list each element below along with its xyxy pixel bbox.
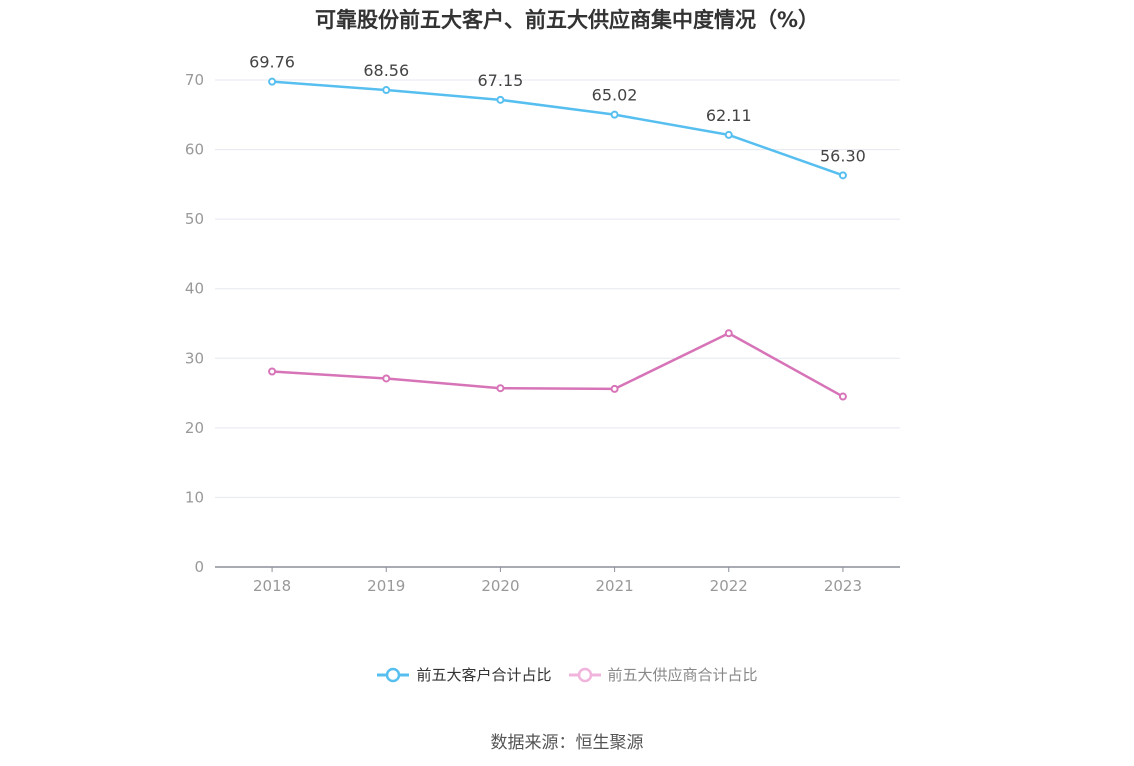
data-label: 56.30 [820,146,866,165]
y-tick-label: 50 [185,210,204,228]
legend-marker-icon [377,667,410,682]
y-tick-label: 70 [185,71,204,89]
x-tick-label: 2019 [367,577,405,595]
data-point [382,86,391,95]
y-tick-label: 20 [185,419,204,437]
x-tick-label: 2021 [595,577,633,595]
legend: 前五大客户合计占比 前五大供应商合计占比 [0,664,1134,685]
legend-label: 前五大客户合计占比 [416,666,552,684]
series-1 [268,77,847,180]
y-tick-label: 40 [185,280,204,298]
series-line [272,331,844,398]
data-label: 69.76 [249,53,295,72]
series-line [271,80,844,177]
grid-lines [215,79,900,498]
x-tick-label: 2018 [253,577,291,595]
series [268,77,847,401]
legend-item-2[interactable]: 前五大供应商合计占比 [568,664,758,685]
legend-item-1[interactable]: 前五大客户合计占比 [376,664,552,685]
data-label: 67.15 [478,71,524,90]
data-label: 65.02 [592,86,638,105]
data-point [268,367,277,376]
data-point [838,392,847,401]
y-tick-label: 30 [185,349,204,367]
x-tick-label: 2020 [481,577,519,595]
data-point [724,329,733,338]
data-point [496,95,505,104]
data-point [382,374,391,383]
x-tick-label: 2023 [824,577,862,595]
legend-label: 前五大供应商合计占比 [607,666,758,684]
data-point [724,130,733,139]
series-2 [268,329,847,401]
data-point [496,384,505,393]
chart-title: 可靠股份前五大客户、前五大供应商集中度情况（%） [314,8,820,32]
data-point [610,384,619,393]
y-tick-label: 10 [185,488,204,506]
x-tick-label: 2022 [710,577,748,595]
axes: 0 10 20 30 40 50 60 70 2018 2019 2020 2021 2022 2023 [185,71,900,595]
data-point [268,77,277,86]
source-note: 数据来源：恒生聚源 [490,733,644,753]
data-point [838,171,847,180]
data-label: 62.11 [706,106,752,125]
data-point [610,110,619,119]
data-labels: 69.76 68.56 67.15 65.02 62.11 56.30 [249,53,866,166]
legend-marker-icon [568,667,601,682]
y-tick-label: 60 [185,141,204,159]
y-tick-label: 0 [194,558,204,576]
data-label: 68.56 [363,61,409,80]
